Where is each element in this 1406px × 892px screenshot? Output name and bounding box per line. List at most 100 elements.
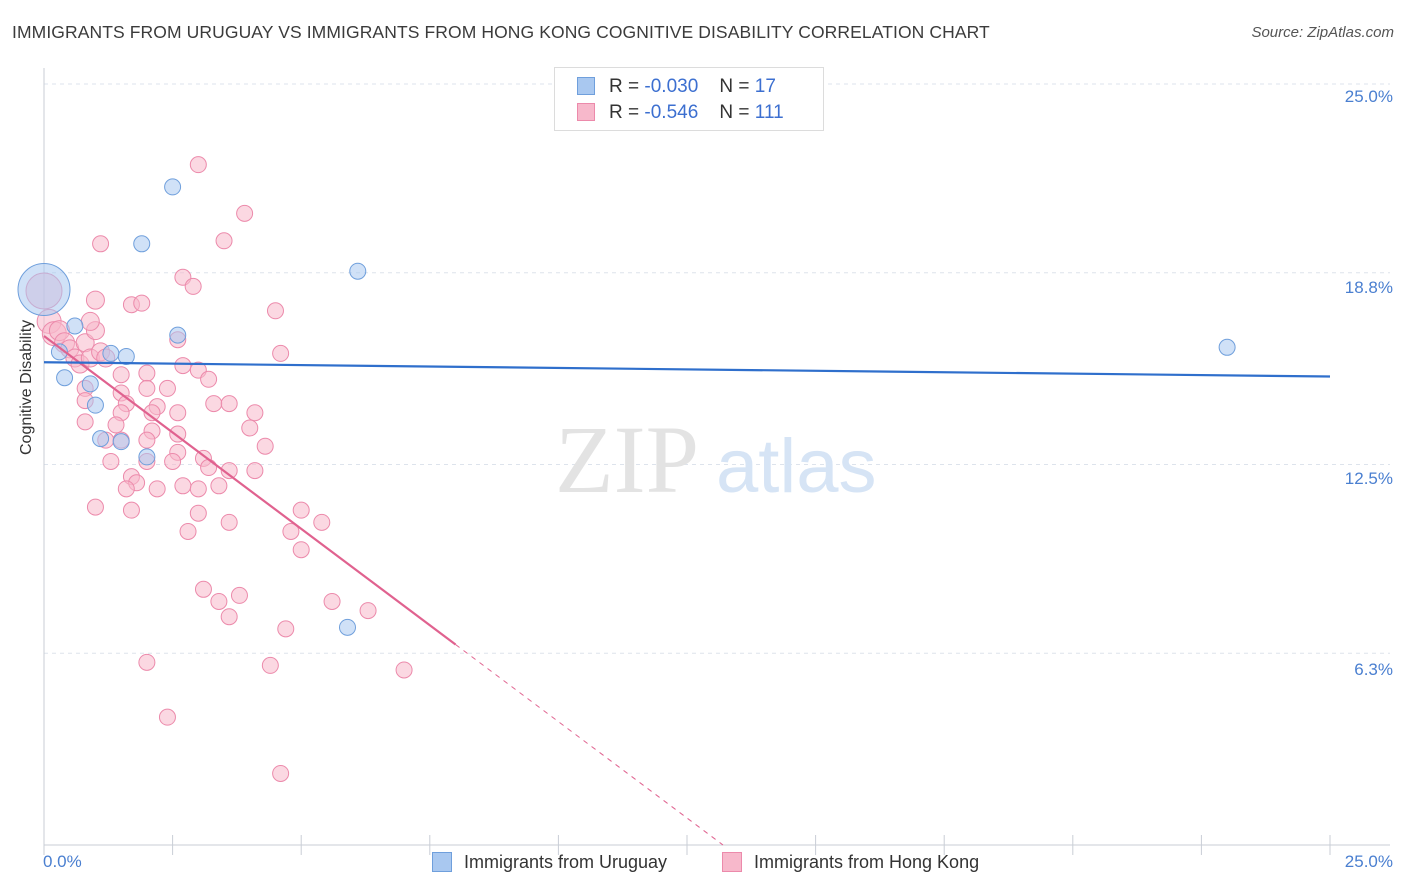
hongkong-point xyxy=(86,498,104,516)
hongkong-point xyxy=(323,592,341,610)
chart-title: IMMIGRANTS FROM URUGUAY VS IMMIGRANTS FR… xyxy=(12,22,990,42)
legend-label: Immigrants from Hong Kong xyxy=(754,852,980,872)
hongkong-point xyxy=(210,592,228,610)
y-tick-label: 18.8% xyxy=(1344,278,1393,297)
uruguay-trend-line xyxy=(43,361,1331,378)
hongkong-point xyxy=(138,364,156,382)
y-tick-label: 6.3% xyxy=(1354,660,1393,679)
hongkong-point xyxy=(133,294,151,312)
hongkong-point xyxy=(292,541,310,559)
hongkong-point xyxy=(138,653,156,671)
uruguay-point xyxy=(164,178,182,196)
n-label: N = xyxy=(719,76,750,97)
hongkong-point xyxy=(246,462,264,480)
hongkong-point xyxy=(220,462,238,480)
hongkong-point xyxy=(210,477,228,495)
hongkong-point xyxy=(241,419,259,437)
uruguay-point xyxy=(50,343,68,361)
hongkong-point xyxy=(189,480,207,498)
hongkong-point xyxy=(194,580,212,598)
n-label: N = xyxy=(719,102,750,123)
hongkong-point xyxy=(148,480,166,498)
y-tick-label: 25.0% xyxy=(1344,87,1393,106)
hongkong-point xyxy=(282,522,300,540)
uruguay-point xyxy=(56,369,74,387)
r-value: -0.546 xyxy=(644,102,699,123)
uruguay-point xyxy=(112,433,130,451)
hongkong-point xyxy=(230,586,248,604)
legend-row-hongkong: R = -0.546 N = 111 xyxy=(577,102,784,126)
legend-row-uruguay: R = -0.030 N = 17 xyxy=(577,76,776,100)
hongkong-swatch xyxy=(577,103,595,121)
hongkong-trend-line xyxy=(43,335,457,646)
hongkong-point xyxy=(292,501,310,519)
hongkong-point xyxy=(256,437,274,455)
hongkong-point xyxy=(220,608,238,626)
hongkong-point xyxy=(200,370,218,388)
uruguay-point xyxy=(66,317,84,335)
n-value: 111 xyxy=(754,102,784,123)
r-label: R = xyxy=(609,102,640,123)
hongkong-point xyxy=(80,311,100,331)
x-tick-label: 0.0% xyxy=(43,852,82,871)
hongkong-point xyxy=(122,501,140,519)
hongkong-point xyxy=(246,404,264,422)
uruguay-point xyxy=(17,262,71,316)
uruguay-point xyxy=(81,375,99,393)
y-axis-label: Cognitive Disability xyxy=(18,319,35,455)
hongkong-point xyxy=(107,416,125,434)
hongkong-point xyxy=(76,413,94,431)
hongkong-point xyxy=(117,480,135,498)
hongkong-point xyxy=(272,764,290,782)
bottom-legend-hongkong: Immigrants from Hong Kong xyxy=(722,852,979,873)
uruguay-point xyxy=(338,618,356,636)
r-value: -0.030 xyxy=(644,76,699,97)
uruguay-point xyxy=(349,262,367,280)
hongkong-swatch xyxy=(722,852,742,872)
uruguay-point xyxy=(117,347,135,365)
watermark-zip: ZIP xyxy=(555,406,699,513)
uruguay-swatch xyxy=(577,77,595,95)
hongkong-point xyxy=(169,404,187,422)
hongkong-point xyxy=(277,620,295,638)
correlation-legend: R = -0.030 N = 17 R = -0.546 N = 111 xyxy=(554,67,824,131)
hongkong-point xyxy=(143,404,161,422)
hongkong-point xyxy=(112,366,130,384)
hongkong-point xyxy=(261,656,279,674)
hongkong-point xyxy=(272,344,290,362)
hongkong-point xyxy=(158,708,176,726)
uruguay-swatch xyxy=(432,852,452,872)
hongkong-point xyxy=(395,661,413,679)
hongkong-point xyxy=(200,459,218,477)
uruguay-point xyxy=(92,430,110,448)
hongkong-point xyxy=(205,395,223,413)
y-tick-label: 12.5% xyxy=(1344,469,1393,488)
hongkong-trend-extension xyxy=(455,644,724,846)
hongkong-point xyxy=(179,522,197,540)
hongkong-point xyxy=(220,513,238,531)
hongkong-point xyxy=(164,452,182,470)
legend-label: Immigrants from Uruguay xyxy=(464,852,668,872)
uruguay-point xyxy=(133,235,151,253)
hongkong-point xyxy=(85,290,105,310)
source-label: Source: ZipAtlas.com xyxy=(1251,24,1394,41)
hongkong-point xyxy=(359,602,377,620)
r-label: R = xyxy=(609,76,640,97)
hongkong-point xyxy=(236,204,254,222)
hongkong-point xyxy=(189,156,207,174)
hongkong-point xyxy=(174,357,192,375)
uruguay-point xyxy=(169,326,187,344)
uruguay-point xyxy=(102,344,120,362)
n-value: 17 xyxy=(754,76,776,97)
hongkong-point xyxy=(215,232,233,250)
uruguay-point xyxy=(86,396,104,414)
x-tick-label: 25.0% xyxy=(1344,852,1393,871)
hongkong-point xyxy=(266,302,284,320)
uruguay-point xyxy=(1218,338,1236,356)
bottom-legend-uruguay: Immigrants from Uruguay xyxy=(432,852,667,873)
uruguay-point xyxy=(138,448,156,466)
hongkong-point xyxy=(92,235,110,253)
hongkong-point xyxy=(158,379,176,397)
hongkong-point xyxy=(138,431,156,449)
